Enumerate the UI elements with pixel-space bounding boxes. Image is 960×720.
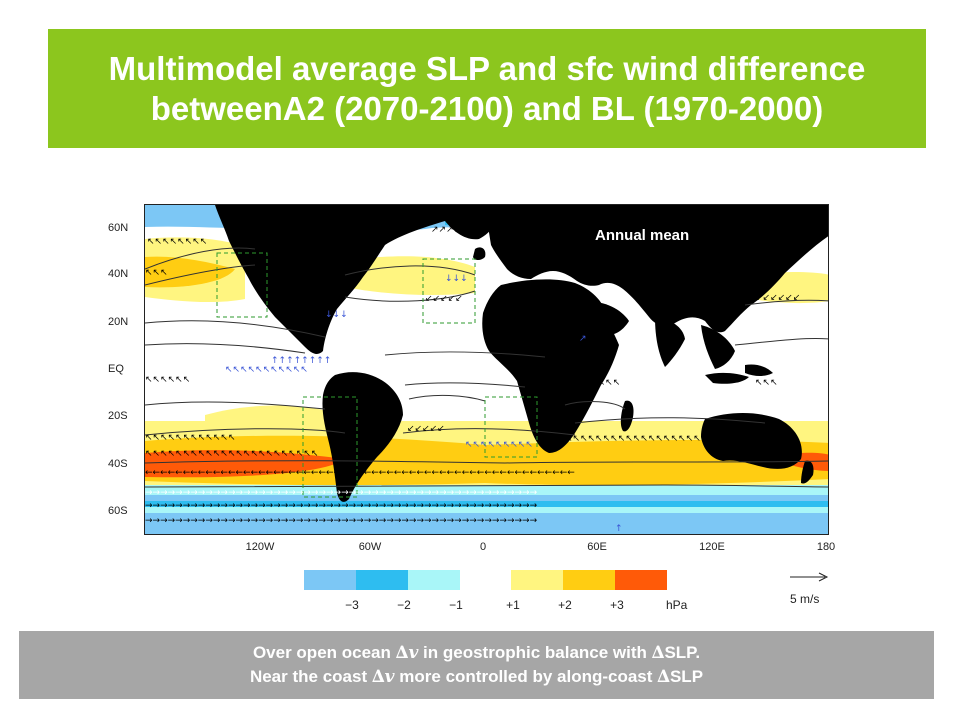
legend-label-neg1: −1 [449, 598, 463, 612]
lat-label-20n: 20N [108, 316, 129, 328]
legend-label-pos2: +2 [558, 598, 572, 612]
svg-text:↖↖↖: ↖↖↖ [145, 268, 168, 278]
annual-mean-label: Annual mean [595, 227, 690, 244]
lat-label-60n: 60N [108, 222, 129, 234]
india [655, 317, 685, 367]
north-america [215, 205, 445, 354]
lon-label-0: 0 [479, 541, 487, 553]
eurasia [485, 205, 828, 333]
svg-text:↖↖↖↖↖↖↖↖↖↖↖: ↖↖↖↖↖↖↖↖↖↖↖ [225, 365, 308, 375]
svg-text:→→→→→→→→→→→→→→→→→→→→→→→→→→→→→→: →→→→→→→→→→→→→→→→→→→→→→→→→→→→→→→→→→→→→→→→… [145, 501, 538, 511]
shade-pos1-natl [345, 256, 475, 295]
svg-text:↗↗↗↗↗↗↗↗: ↗↗↗↗↗↗↗↗ [431, 225, 491, 235]
se-asia [701, 325, 735, 369]
new-zealand [801, 460, 814, 484]
footer-banner: Over open ocean ∆v in geostrophic balanc… [19, 631, 934, 699]
indonesia-1 [705, 372, 749, 384]
svg-text:↖↖↖↖↖↖: ↖↖↖↖↖↖ [575, 378, 620, 388]
svg-text:→→→→→→→→→→→→→→→→→→→→→→→→→→→→→→: →→→→→→→→→→→→→→→→→→→→→→→→→→→→→→→→→→→→→→→→… [145, 488, 538, 498]
footer-line-1-part-c: SLP. [664, 643, 701, 662]
lat-label-20s: 20S [108, 410, 128, 422]
legend-label-pos3: +3 [610, 598, 624, 612]
arabia [585, 301, 629, 336]
svg-text:↑↑↑↑↑↑↑↑: ↑↑↑↑↑↑↑↑ [271, 356, 331, 366]
slp-wind-map: ↖↖↖↖↖↖↖↖ ↖↖↖ ↗↗↗↗↗↗↗↗ ↙↙↙↙↙ ↓↓↓ ↗↗↗↗ ↙↙↙… [144, 204, 829, 535]
lon-label-120w: 120W [245, 541, 275, 553]
shade-pos1-sp [205, 405, 345, 427]
delta-symbol: ∆ [371, 667, 385, 687]
lon-label-60e: 60E [587, 541, 607, 553]
land-masses [215, 205, 828, 502]
svg-text:↗↗: ↗↗ [755, 268, 770, 278]
footer-line-2: Near the coast ∆v more controlled by alo… [250, 665, 703, 689]
footer-line-2-part-c: SLP [669, 667, 704, 686]
title-banner: Multimodel average SLP and sfc wind diff… [48, 29, 926, 148]
svg-text:↙↙↙↙↙: ↙↙↙↙↙ [407, 424, 445, 434]
legend-swatch-pos3 [615, 570, 667, 590]
svg-text:↖↖↖↖↖↖↖↖↖↖↖↖↖↖↖↖↖↖↖↖↖↖↖: ↖↖↖↖↖↖↖↖↖↖↖↖↖↖↖↖↖↖↖↖↖↖↖ [145, 449, 318, 459]
map-svg: ↖↖↖↖↖↖↖↖ ↖↖↖ ↗↗↗↗↗↗↗↗ ↙↙↙↙↙ ↓↓↓ ↗↗↗↗ ↙↙↙… [145, 205, 828, 534]
slide-title-line-1: Multimodel average SLP and sfc wind diff… [108, 49, 866, 87]
lat-label-40n: 40N [108, 268, 129, 280]
legend-swatch-neg1 [408, 570, 460, 590]
shade-neg1-band-2 [145, 507, 828, 513]
footer-line-2-part-b: more controlled by along-coast [394, 667, 658, 686]
delta-symbol: ∆ [651, 643, 665, 663]
svg-text:↑: ↑ [615, 524, 623, 534]
svg-text:←←←←←←←←←←←←←←←←←←←←←←←←←←←←←←: ←←←←←←←←←←←←←←←←←←←←←←←←←←←←←←←←←←←←←←←←… [145, 468, 575, 478]
legend-swatch-neg2 [356, 570, 408, 590]
japan [752, 266, 770, 295]
svg-text:↙↙↙↙↙: ↙↙↙↙↙ [425, 294, 463, 304]
svg-text:↖↖↖↖↖↖↖↖↖↖↖↖↖↖↖↖↖↖↖↖↖↖↖↖↖↖↖↖: ↖↖↖↖↖↖↖↖↖↖↖↖↖↖↖↖↖↖↖↖↖↖↖↖↖↖↖↖ [565, 434, 776, 444]
svg-text:↖↖↖↖↖↖↖↖↖↖↖↖: ↖↖↖↖↖↖↖↖↖↖↖↖ [145, 433, 236, 443]
south-america [322, 372, 403, 502]
indonesia-2 [745, 364, 773, 376]
lon-label-120e: 120E [699, 541, 725, 553]
lat-label-60s: 60S [108, 505, 128, 517]
lat-label-40s: 40S [108, 458, 128, 470]
v-symbol: v [384, 667, 395, 687]
legend-swatch-neg3 [304, 570, 356, 590]
footer-line-2-part-a: Near the coast [249, 667, 372, 686]
legend-label-pos1: +1 [506, 598, 520, 612]
legend-label-neg2: −2 [397, 598, 411, 612]
lat-label-eq: EQ [108, 363, 124, 375]
v-symbol: v [408, 643, 419, 663]
footer-line-1: Over open ocean ∆v in geostrophic balanc… [253, 641, 700, 665]
svg-text:↗↗↗↗: ↗↗↗↗ [745, 230, 775, 240]
legend-swatch-pos2 [563, 570, 615, 590]
svg-text:→→→→→→→→→→→→→→→→→→→→→→→→→→→→→→: →→→→→→→→→→→→→→→→→→→→→→→→→→→→→→→→→→→→→→→→… [145, 516, 538, 526]
svg-text:↗: ↗ [579, 334, 587, 344]
africa [482, 279, 619, 453]
australia [701, 413, 802, 469]
shade-pos2-band [145, 435, 828, 486]
shade-pos3-band [145, 450, 345, 478]
uk [473, 247, 486, 260]
svg-text:↖↖↖↖↖↖↖↖: ↖↖↖↖↖↖↖↖ [147, 237, 207, 247]
footer-line-1-part-b: in geostrophic balance with [418, 643, 652, 662]
lon-label-180: 180 [816, 541, 836, 553]
legend-swatch-pos1 [511, 570, 563, 590]
svg-text:↖↖↖↖↖↖↖↖↖: ↖↖↖↖↖↖↖↖↖ [465, 440, 533, 450]
wind-vectors: ↖↖↖↖↖↖↖↖ ↖↖↖ ↗↗↗↗↗↗↗↗ ↙↙↙↙↙ ↓↓↓ ↗↗↗↗ ↙↙↙… [145, 225, 800, 534]
footer-line-1-part-a: Over open ocean [252, 643, 396, 662]
slp-contours [145, 247, 828, 488]
slide-title-line-2: betweenA2 (2070-2100) and BL (1970-2000) [150, 89, 824, 127]
reference-vector-arrow-icon [790, 572, 829, 582]
coastal-boxes [216, 252, 538, 498]
svg-text:↖↖↖↖↖↖: ↖↖↖↖↖↖ [145, 375, 190, 385]
delta-symbol: ∆ [657, 667, 670, 687]
legend-label-neg3: −3 [345, 598, 359, 612]
svg-text:↖↖↖: ↖↖↖ [755, 378, 778, 388]
legend-unit-label: hPa [666, 598, 688, 612]
svg-text:↙↙↙↙↙↙: ↙↙↙↙↙↙ [755, 293, 800, 303]
reference-vector-label: 5 m/s [790, 592, 820, 606]
svg-text:↓↓↓: ↓↓↓ [445, 274, 468, 284]
lon-label-60w: 60W [358, 541, 382, 553]
svg-text:↓↓↓: ↓↓↓ [325, 310, 348, 320]
delta-symbol: ∆ [395, 643, 409, 663]
shade-neg1-band [145, 485, 828, 495]
